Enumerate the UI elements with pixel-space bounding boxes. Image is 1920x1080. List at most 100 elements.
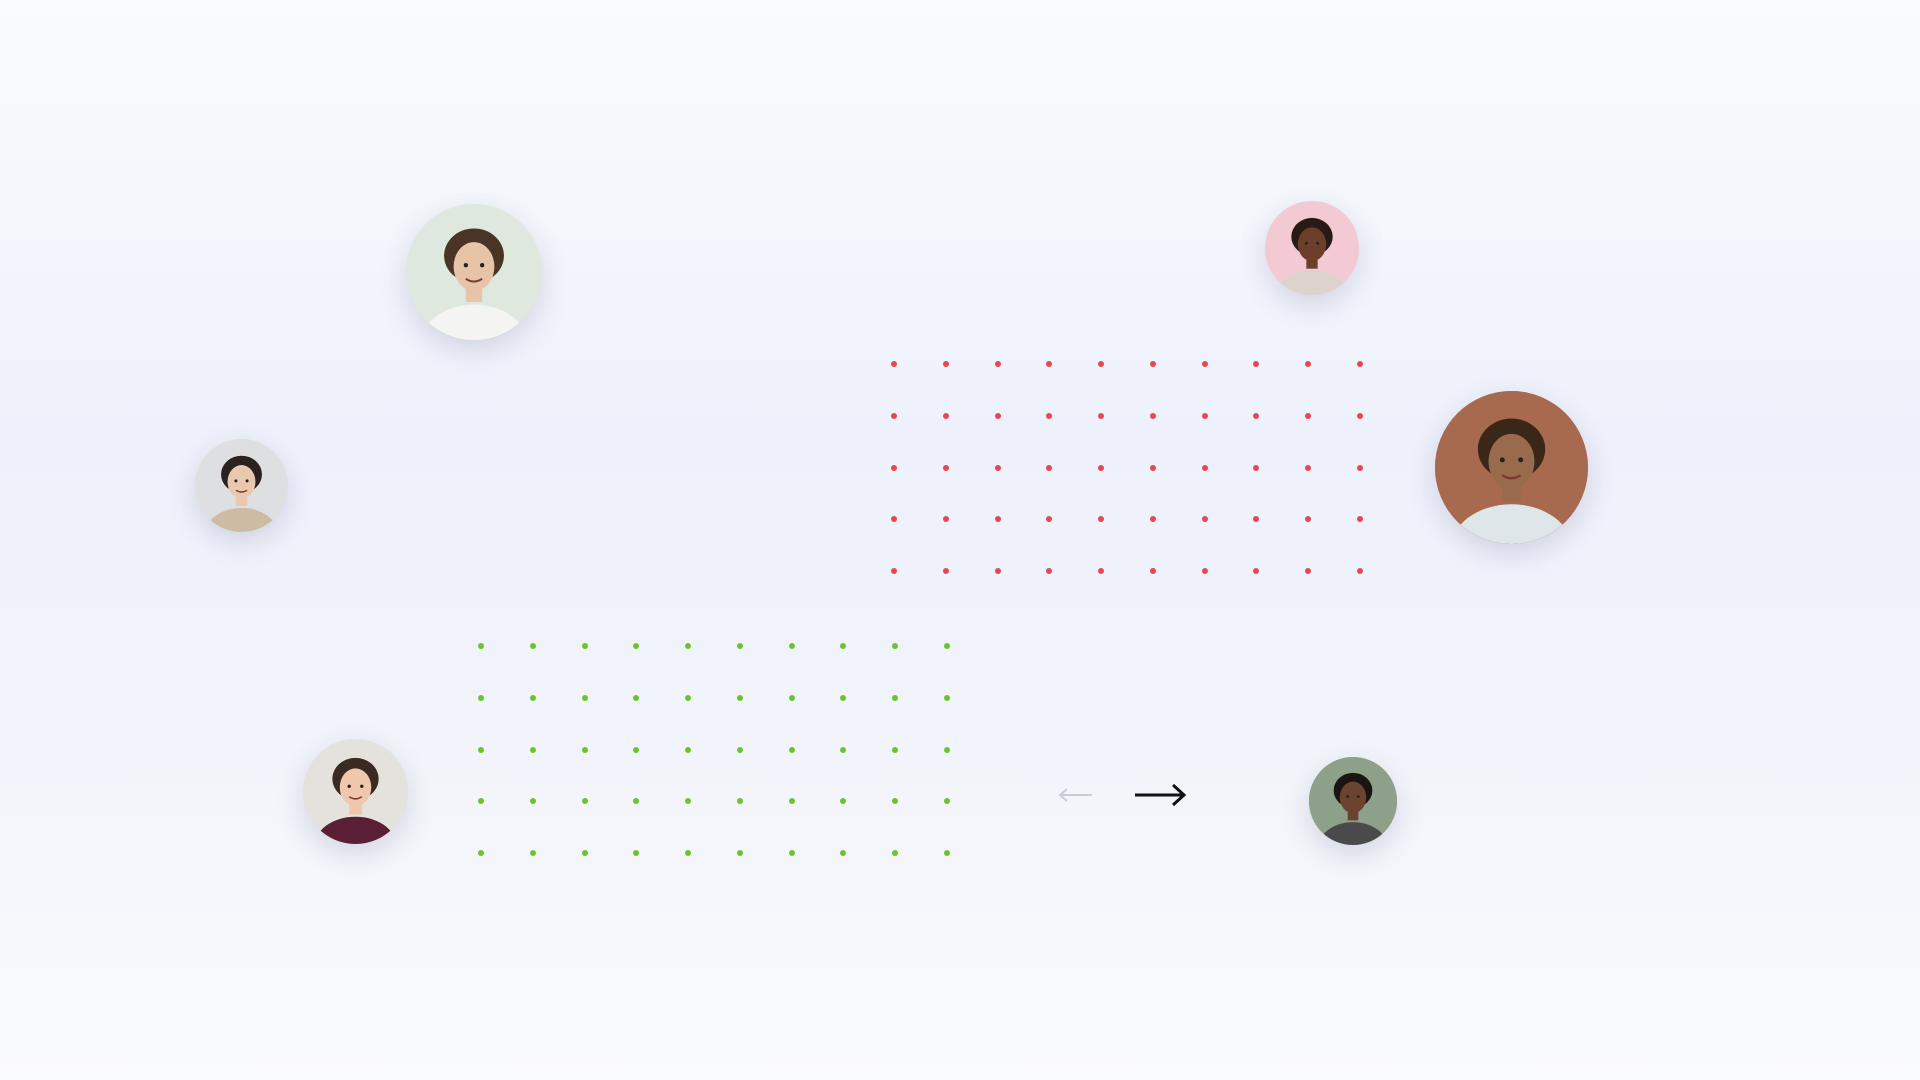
grid-dot [581, 746, 588, 753]
grid-dot [529, 694, 536, 701]
grid-dot [942, 412, 949, 419]
grid-dot [1253, 568, 1260, 574]
grid-dot [685, 746, 692, 753]
grid-dot [1098, 464, 1105, 471]
grid-dot [892, 643, 899, 649]
grid-dot [736, 850, 743, 856]
grid-dot [942, 516, 949, 523]
grid-dot [1305, 412, 1312, 419]
grid-dot [944, 798, 950, 805]
grid-dot [994, 516, 1001, 523]
grid-dot [892, 694, 899, 701]
grid-dot [788, 746, 795, 753]
grid-dot [1357, 516, 1363, 523]
grid-dot [1253, 516, 1260, 523]
grid-dot [1046, 568, 1053, 574]
grid-dot [840, 850, 847, 856]
arrow-right-icon [1133, 782, 1187, 808]
grid-dot [529, 850, 536, 856]
avatar-man-curly-hair-brick[interactable] [1435, 391, 1588, 544]
grid-dot [685, 798, 692, 805]
grid-dot [1149, 412, 1156, 419]
grid-dot [478, 798, 484, 805]
grid-dot [994, 464, 1001, 471]
grid-dot [1098, 516, 1105, 523]
grid-dot [840, 694, 847, 701]
grid-dot [788, 798, 795, 805]
grid-dot [736, 643, 743, 649]
grid-dot [1098, 412, 1105, 419]
grid-dot [788, 850, 795, 856]
grid-dot [944, 643, 950, 649]
grid-dot [944, 694, 950, 701]
grid-dot [1098, 568, 1105, 574]
grid-dot [1201, 412, 1208, 419]
avatar-man-blue-glasses[interactable] [303, 739, 408, 844]
grid-dot [581, 643, 588, 649]
grid-dot [633, 798, 640, 805]
grid-dot [944, 746, 950, 753]
grid-dot [478, 850, 484, 856]
grid-dot [1201, 568, 1208, 574]
grid-dot [685, 850, 692, 856]
grid-dot [840, 798, 847, 805]
grid-dot [581, 694, 588, 701]
previous-button[interactable] [1056, 778, 1096, 812]
grid-dot [1149, 516, 1156, 523]
grid-dot [1357, 464, 1363, 471]
grid-dot [1098, 361, 1105, 367]
grid-dot [942, 361, 949, 367]
grid-dot [1201, 516, 1208, 523]
grid-dot [1046, 464, 1053, 471]
grid-dot [633, 850, 640, 856]
grid-dot [685, 694, 692, 701]
grid-dot [891, 464, 897, 471]
grid-dot [1305, 464, 1312, 471]
avatar-woman-pink-background[interactable] [1265, 201, 1359, 295]
next-button[interactable] [1132, 776, 1188, 814]
grid-dot [1253, 412, 1260, 419]
grid-dot [840, 746, 847, 753]
grid-dot [1046, 412, 1053, 419]
grid-dot [891, 516, 897, 523]
grid-dot [1149, 361, 1156, 367]
grid-dot [1149, 568, 1156, 574]
grid-dot [1253, 361, 1260, 367]
grid-dot [685, 643, 692, 649]
grid-dot [736, 746, 743, 753]
grid-dot [1357, 412, 1363, 419]
grid-dot [633, 694, 640, 701]
grid-dot [1357, 361, 1363, 367]
grid-dot [1305, 361, 1312, 367]
avatar-woman-lab-coat[interactable] [406, 204, 542, 340]
grid-dot [994, 412, 1001, 419]
grid-dot [1253, 464, 1260, 471]
avatar-woman-cardigan[interactable] [195, 439, 288, 532]
grid-dot [736, 694, 743, 701]
grid-dot [581, 850, 588, 856]
grid-dot [994, 361, 1001, 367]
green-dot-grid [478, 643, 950, 856]
arrow-left-icon [1058, 787, 1094, 803]
grid-dot [942, 464, 949, 471]
grid-dot [891, 361, 897, 367]
grid-dot [892, 850, 899, 856]
grid-dot [1046, 516, 1053, 523]
grid-dot [529, 746, 536, 753]
grid-dot [1305, 516, 1312, 523]
grid-dot [942, 568, 949, 574]
grid-dot [892, 798, 899, 805]
grid-dot [478, 643, 484, 649]
grid-dot [581, 798, 588, 805]
grid-dot [529, 643, 536, 649]
grid-dot [633, 643, 640, 649]
avatar-man-striped-shirt[interactable] [1309, 757, 1397, 845]
grid-dot [840, 643, 847, 649]
grid-dot [1357, 568, 1363, 574]
grid-dot [1149, 464, 1156, 471]
grid-dot [891, 568, 897, 574]
grid-dot [736, 798, 743, 805]
grid-dot [1305, 568, 1312, 574]
grid-dot [1201, 361, 1208, 367]
